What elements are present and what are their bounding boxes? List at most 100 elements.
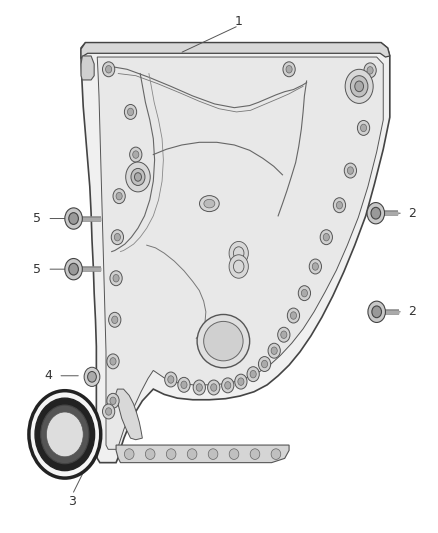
Circle shape bbox=[247, 367, 259, 382]
Circle shape bbox=[107, 354, 119, 369]
Circle shape bbox=[113, 274, 119, 282]
Circle shape bbox=[165, 372, 177, 387]
Circle shape bbox=[106, 408, 112, 415]
Circle shape bbox=[301, 289, 307, 297]
Ellipse shape bbox=[229, 449, 239, 459]
Circle shape bbox=[65, 208, 82, 229]
Circle shape bbox=[130, 147, 142, 162]
Circle shape bbox=[114, 233, 120, 241]
Circle shape bbox=[271, 347, 277, 354]
Circle shape bbox=[367, 67, 373, 74]
Circle shape bbox=[84, 367, 100, 386]
Circle shape bbox=[229, 241, 248, 265]
Text: 2: 2 bbox=[408, 207, 416, 220]
Circle shape bbox=[133, 151, 139, 158]
Circle shape bbox=[35, 398, 95, 471]
Circle shape bbox=[126, 162, 150, 192]
Text: 5: 5 bbox=[33, 212, 41, 225]
Circle shape bbox=[69, 263, 78, 275]
Ellipse shape bbox=[124, 449, 134, 459]
Circle shape bbox=[196, 384, 202, 391]
Ellipse shape bbox=[250, 449, 260, 459]
Ellipse shape bbox=[145, 449, 155, 459]
Circle shape bbox=[69, 213, 78, 224]
Circle shape bbox=[225, 382, 231, 389]
Circle shape bbox=[110, 358, 116, 365]
Circle shape bbox=[131, 168, 145, 185]
Circle shape bbox=[344, 163, 357, 178]
Circle shape bbox=[323, 233, 329, 241]
Circle shape bbox=[312, 263, 318, 270]
Polygon shape bbox=[81, 43, 390, 59]
Circle shape bbox=[110, 397, 116, 405]
Text: 1: 1 bbox=[235, 15, 243, 28]
Circle shape bbox=[112, 316, 118, 324]
Circle shape bbox=[124, 104, 137, 119]
Circle shape bbox=[107, 393, 119, 408]
Circle shape bbox=[360, 124, 367, 132]
Circle shape bbox=[46, 412, 83, 457]
Ellipse shape bbox=[208, 449, 218, 459]
Circle shape bbox=[364, 63, 376, 78]
Polygon shape bbox=[97, 57, 383, 449]
Polygon shape bbox=[81, 43, 390, 463]
Circle shape bbox=[233, 247, 244, 260]
Ellipse shape bbox=[204, 321, 243, 361]
Ellipse shape bbox=[187, 449, 197, 459]
Circle shape bbox=[278, 327, 290, 342]
Circle shape bbox=[333, 198, 346, 213]
Text: 3: 3 bbox=[68, 495, 76, 507]
Circle shape bbox=[127, 108, 134, 116]
Circle shape bbox=[110, 271, 122, 286]
Circle shape bbox=[268, 343, 280, 358]
Ellipse shape bbox=[166, 449, 176, 459]
Circle shape bbox=[193, 380, 205, 395]
Circle shape bbox=[208, 380, 220, 395]
Ellipse shape bbox=[200, 196, 219, 212]
Circle shape bbox=[350, 76, 368, 97]
Circle shape bbox=[113, 189, 125, 204]
Circle shape bbox=[238, 378, 244, 385]
Circle shape bbox=[357, 120, 370, 135]
Ellipse shape bbox=[197, 314, 250, 368]
Circle shape bbox=[102, 62, 115, 77]
Circle shape bbox=[258, 357, 271, 372]
Circle shape bbox=[211, 384, 217, 391]
Circle shape bbox=[371, 207, 381, 219]
Circle shape bbox=[345, 69, 373, 103]
Circle shape bbox=[372, 306, 381, 318]
Circle shape bbox=[233, 260, 244, 273]
Circle shape bbox=[287, 308, 300, 323]
Circle shape bbox=[111, 230, 124, 245]
Circle shape bbox=[283, 62, 295, 77]
Circle shape bbox=[222, 378, 234, 393]
Circle shape bbox=[309, 259, 321, 274]
Circle shape bbox=[250, 370, 256, 378]
Circle shape bbox=[235, 374, 247, 389]
Circle shape bbox=[367, 203, 385, 224]
Circle shape bbox=[41, 405, 89, 464]
Circle shape bbox=[88, 372, 96, 382]
Circle shape bbox=[261, 360, 268, 368]
Circle shape bbox=[229, 255, 248, 278]
Circle shape bbox=[178, 377, 190, 392]
Circle shape bbox=[290, 312, 297, 319]
Ellipse shape bbox=[204, 199, 215, 208]
Circle shape bbox=[29, 391, 101, 478]
Circle shape bbox=[134, 173, 141, 181]
Circle shape bbox=[102, 404, 115, 419]
Circle shape bbox=[320, 230, 332, 245]
Circle shape bbox=[109, 312, 121, 327]
Polygon shape bbox=[116, 445, 289, 463]
Text: 4: 4 bbox=[44, 369, 52, 382]
Circle shape bbox=[65, 259, 82, 280]
Circle shape bbox=[181, 381, 187, 389]
Text: 2: 2 bbox=[408, 305, 416, 318]
Circle shape bbox=[355, 81, 364, 92]
Circle shape bbox=[281, 331, 287, 338]
Circle shape bbox=[116, 192, 122, 200]
Ellipse shape bbox=[271, 449, 281, 459]
Polygon shape bbox=[116, 389, 142, 440]
Circle shape bbox=[168, 376, 174, 383]
Circle shape bbox=[286, 66, 292, 73]
